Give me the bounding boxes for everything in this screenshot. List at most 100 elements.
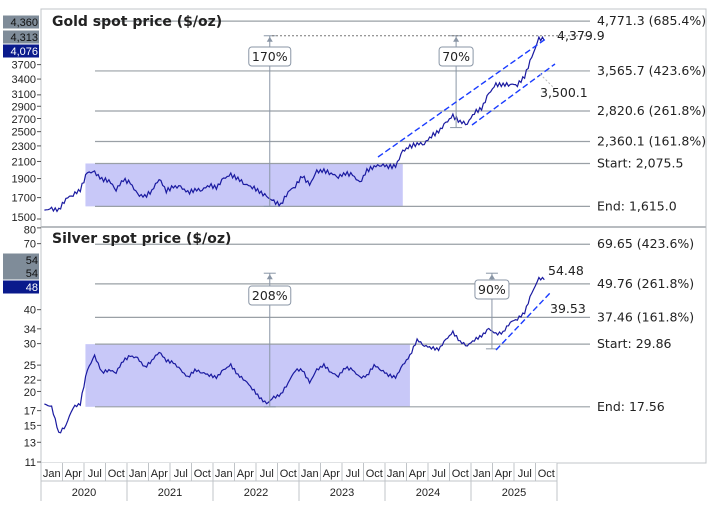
x-month-label: Oct <box>280 468 297 480</box>
silver-price-badge-label: 54 <box>26 255 38 267</box>
silver-price-badge-label: 48 <box>26 282 38 294</box>
x-month-label: Oct <box>194 468 211 480</box>
silver-trend-line <box>495 291 552 351</box>
x-month-label: Jan <box>301 468 319 480</box>
gold-channel-upper <box>377 37 548 158</box>
gold-price-badge <box>3 30 39 44</box>
gold-arrowhead-icon <box>453 36 460 42</box>
x-month-label: Apr <box>237 468 254 480</box>
silver-y-tick-label: 34 <box>24 324 36 336</box>
silver-measure-label: 90% <box>478 282 506 297</box>
x-month-label: Jul <box>88 468 102 480</box>
silver-chart-title: Silver spot price ($/oz) <box>52 231 231 247</box>
silver-level-label: 69.65 (423.6%) <box>597 236 694 251</box>
gold-y-tick-label: 2100 <box>12 157 36 169</box>
x-month-label: Oct <box>108 468 125 480</box>
silver-y-tick-label: 40 <box>24 305 36 317</box>
gold-y-tick-label: 1700 <box>12 193 36 205</box>
gold-y-tick-label: 1500 <box>12 212 36 224</box>
gold-y-tick-label: 2700 <box>12 114 36 126</box>
silver-y-tick-label: 80 <box>24 225 36 237</box>
x-month-label: Jul <box>260 468 274 480</box>
gold-level-label: 4,771.3 (685.4%) <box>597 13 706 28</box>
gold-level-label: End: 1,615.0 <box>597 198 677 213</box>
x-month-label: Apr <box>495 468 512 480</box>
silver-range-box <box>85 344 410 407</box>
gold-price-badge-label: 4,313 <box>10 32 38 44</box>
x-year-label: 2023 <box>330 487 354 499</box>
gold-level-label: 2,820.6 (261.8%) <box>597 103 706 118</box>
silver-level-label: Start: 29.86 <box>597 336 672 351</box>
silver-measure-label: 208% <box>252 288 288 303</box>
x-month-label: Jul <box>346 468 360 480</box>
silver-price-badge-label: 54 <box>26 268 38 280</box>
silver-level-label: 37.46 (161.8%) <box>597 309 694 324</box>
silver-arrowhead-icon <box>266 274 273 280</box>
gold-level-label: Start: 2,075.5 <box>597 155 683 170</box>
x-year-label: 2021 <box>158 487 182 499</box>
silver-channel-label: 39.53 <box>550 301 586 316</box>
x-month-label: Apr <box>323 468 340 480</box>
silver-y-tick-label: 22 <box>24 375 36 387</box>
x-month-label: Oct <box>538 468 555 480</box>
silver-y-tick-label: 17 <box>24 406 36 418</box>
x-month-label: Jan <box>215 468 233 480</box>
x-month-label: Apr <box>65 468 82 480</box>
silver-y-tick-label: 11 <box>25 457 36 469</box>
gold-price-series <box>44 35 545 213</box>
silver-price-badge <box>3 266 39 280</box>
x-year-label: 2025 <box>502 487 526 499</box>
gold-price-badge <box>3 15 39 29</box>
x-year-label: 2020 <box>72 487 96 499</box>
x-month-label: Jul <box>174 468 188 480</box>
silver-level-label: End: 17.56 <box>597 399 665 414</box>
gold-y-tick-label: 2900 <box>12 102 36 114</box>
gold-y-tick-label: 1900 <box>12 174 36 186</box>
silver-price-badge <box>3 253 39 267</box>
gold-level-label: 2,360.1 (161.8%) <box>597 133 706 148</box>
gold-level-label: 3,565.7 (423.6%) <box>597 63 706 78</box>
gold-y-tick-label: 3700 <box>12 60 36 72</box>
gold-price-badge-label: 4,076 <box>10 46 38 58</box>
silver-y-tick-label: 15 <box>24 420 36 432</box>
x-month-label: Apr <box>409 468 426 480</box>
x-month-label: Jul <box>518 468 532 480</box>
x-year-label: 2022 <box>244 487 268 499</box>
gold-y-tick-label: 3400 <box>12 74 36 86</box>
x-month-label: Oct <box>366 468 383 480</box>
gold-chart-title: Gold spot price ($/oz) <box>52 14 222 30</box>
gold-measure-label: 170% <box>252 49 288 64</box>
gold-measure-label: 70% <box>442 49 470 64</box>
x-month-label: Jan <box>387 468 405 480</box>
x-month-label: Oct <box>452 468 469 480</box>
silver-price-badge <box>3 280 39 294</box>
gold-arrowhead-icon <box>266 36 273 42</box>
gold-measure-label-box <box>438 46 474 67</box>
x-month-label: Apr <box>151 468 168 480</box>
gold-channel-lower <box>471 63 556 126</box>
gold-measure-label-box <box>248 46 292 67</box>
gold-channel-pointer <box>539 73 555 89</box>
gold-peak-label: 4,379.9 <box>557 28 605 43</box>
gold-y-tick-label: 2500 <box>12 127 36 139</box>
x-month-label: Jan <box>473 468 491 480</box>
silver-y-tick-label: 20 <box>24 387 36 399</box>
x-month-label: Jan <box>129 468 147 480</box>
silver-y-tick-label: 70 <box>24 239 36 251</box>
silver-measure-label-box <box>248 285 292 306</box>
x-year-label: 2024 <box>416 487 440 499</box>
gold-price-badge-label: 4,360 <box>10 17 38 29</box>
silver-y-tick-label: 30 <box>24 339 36 351</box>
gold-y-tick-label: 2300 <box>12 141 36 153</box>
silver-y-tick-label: 13 <box>24 437 36 449</box>
silver-price-series <box>44 276 545 434</box>
silver-level-label: 49.76 (261.8%) <box>597 276 694 291</box>
gold-y-tick-label: 3100 <box>12 89 36 101</box>
silver-arrowhead-icon <box>488 274 495 280</box>
silver-y-tick-label: 25 <box>24 360 36 372</box>
gold-price-badge <box>3 44 39 58</box>
x-month-label: Jul <box>432 468 446 480</box>
gold-channel-label: 3,500.1 <box>540 85 588 100</box>
silver-peak-label: 54.48 <box>548 263 584 278</box>
